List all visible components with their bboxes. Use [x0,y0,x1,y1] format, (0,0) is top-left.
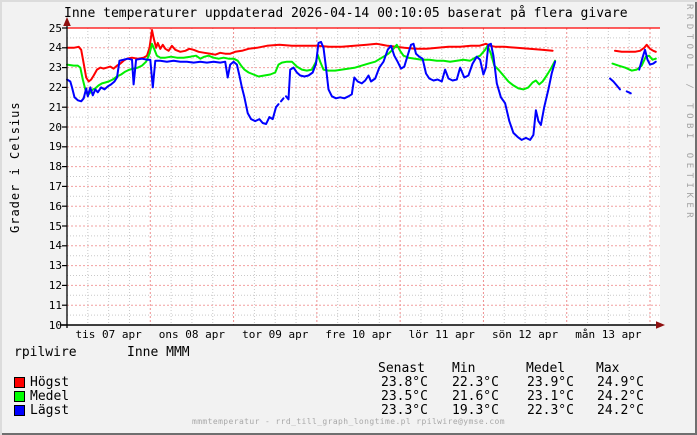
legend-col-header: Medel [526,361,566,376]
legend-value: 19.3°C [452,403,499,418]
y-axis-arrow [63,17,71,26]
y-tick-label: 12 [48,278,62,292]
y-tick-label: 11 [48,298,62,312]
x-tick-label: tis 07 apr [75,328,142,341]
series-line-2 [625,90,632,95]
legend-swatch-1 [14,391,25,402]
series-line-2 [280,97,285,103]
y-tick-label: 23 [48,61,62,75]
y-tick-label: 18 [48,160,62,174]
legend-col-header: Senast [378,361,425,376]
legend-value: 23.9°C [527,375,574,390]
rrdtool-watermark: RRDTOOL / TOBI OETIKER [684,4,694,223]
series-line-0 [66,29,554,83]
y-tick-label: 15 [48,219,62,233]
legend-value: 23.5°C [381,389,428,404]
y-tick-label: 16 [48,199,62,213]
plot-area [67,28,660,325]
legend-row-label: Lägst [30,403,70,418]
legend-value: 23.3°C [381,403,428,418]
y-axis-title: Grader i Celsius [8,101,22,233]
series-line-2 [638,48,657,71]
y-tick-label: 22 [48,80,62,94]
y-tick-label: 14 [48,239,62,253]
x-tick-label: sön 12 apr [491,328,559,341]
y-tick-label: 10 [48,318,62,332]
footer-text: mmmtemperatur - rrd_till_graph_longtime.… [192,417,505,426]
x-tick-label: ons 08 apr [158,328,226,341]
legend-col-header: Max [596,361,620,376]
legend-value: 22.3°C [527,403,574,418]
x-axis-arrow [656,321,665,329]
legend-group: Inne MMM [127,345,190,360]
x-tick-label: tor 09 apr [242,328,309,341]
y-tick-label: 25 [48,21,62,35]
legend-row-label: Medel [30,389,70,404]
series-line-0 [614,43,657,53]
y-tick-label: 20 [48,120,62,134]
x-tick-label: lör 11 apr [408,328,475,341]
legend-col-header: Min [452,361,476,376]
legend-source: rpilwire [14,345,77,360]
legend-value: 24.9°C [597,375,644,390]
series-line-2 [285,40,557,141]
legend-value: 22.3°C [452,375,499,390]
legend-row-label: Högst [30,375,70,390]
series-line-2 [609,77,621,91]
y-tick-label: 21 [48,100,62,114]
y-tick-label: 19 [48,140,62,154]
x-tick-label: mån 13 apr [575,328,642,341]
y-tick-label: 17 [48,179,62,193]
y-tick-label: 24 [48,41,62,55]
x-tick-label: fre 10 apr [325,328,392,341]
legend-value: 23.1°C [527,389,574,404]
series-line-2 [66,57,280,125]
legend-value: 24.2°C [597,389,644,404]
legend-swatch-2 [14,405,25,416]
y-tick-label: 13 [48,259,62,273]
legend-value: 21.6°C [452,389,499,404]
legend-value: 24.2°C [597,403,644,418]
legend-swatch-0 [14,377,25,388]
legend-value: 23.8°C [381,375,428,390]
graph-title: Inne temperaturer uppdaterad 2026-04-14 … [64,6,628,21]
series-line-1 [66,42,557,97]
